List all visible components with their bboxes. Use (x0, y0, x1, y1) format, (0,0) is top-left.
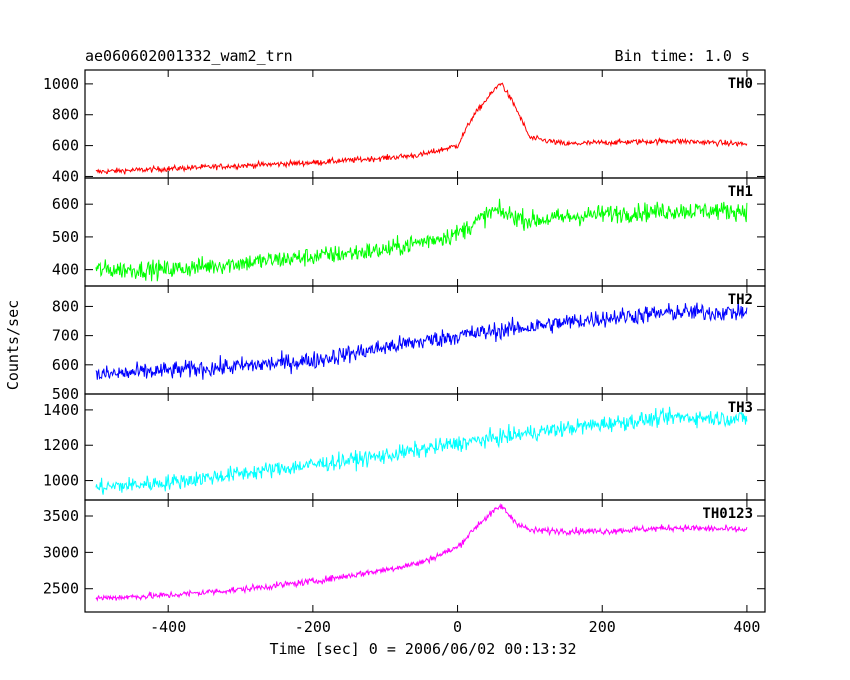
panel-th0: 400 600 800 1000 TH0 (43, 69, 766, 185)
series-line-th0123 (95, 503, 748, 602)
x-axis-label: Time [sec] 0 = 2006/06/02 00:13:32 (269, 640, 576, 658)
panel-label: TH0123 (702, 506, 753, 522)
x-tick-label: 0 (453, 618, 462, 636)
panel-frame (84, 285, 766, 395)
panel-frame (84, 499, 766, 613)
panel-label: TH0 (728, 76, 753, 92)
x-tick-label: -400 (150, 618, 186, 636)
y-tick-label: 700 (52, 327, 79, 345)
panel-th1: 400 500 600 TH1 (52, 177, 766, 287)
panel-label: TH2 (728, 292, 753, 308)
panel-label: TH3 (728, 400, 753, 416)
series-line-th3 (95, 406, 748, 495)
bin-time-label: Bin time: 1.0 s (615, 47, 750, 65)
x-tick-label: 400 (733, 618, 760, 636)
panel-frame (84, 69, 766, 179)
panel-label: TH1 (728, 184, 753, 200)
y-tick-label: 600 (52, 137, 79, 155)
y-tick-label: 600 (52, 195, 79, 213)
panel-th0123: 2500 3000 3500 TH0123 (43, 499, 766, 613)
series-line-th1 (95, 198, 748, 282)
y-tick-label: 3000 (43, 543, 79, 561)
series-line-th2 (95, 300, 748, 380)
y-tick-label: 3500 (43, 507, 79, 525)
x-tick-label: -200 (295, 618, 331, 636)
y-tick-label: 1000 (43, 472, 79, 490)
y-tick-label: 1000 (43, 75, 79, 93)
x-tick-label: 200 (589, 618, 616, 636)
y-tick-label: 2500 (43, 580, 79, 598)
y-tick-label: 600 (52, 356, 79, 374)
series-line-th0 (95, 82, 748, 175)
panels: 400 600 800 1000 TH0 400 500 600 TH1 500 600 700 800… (43, 69, 766, 636)
y-tick-label: 1400 (43, 401, 79, 419)
y-tick-label: 800 (52, 297, 79, 315)
y-tick-label: 500 (52, 385, 79, 403)
chart-title: ae060602001332_wam2_trn (85, 47, 293, 65)
y-tick-label: 800 (52, 106, 79, 124)
y-axis-label: Counts/sec (4, 300, 22, 390)
panel-th2: 500 600 700 800 TH2 (52, 285, 766, 403)
y-tick-label: 500 (52, 228, 79, 246)
y-tick-label: 400 (52, 167, 79, 185)
y-tick-label: 1200 (43, 436, 79, 454)
y-tick-label: 400 (52, 261, 79, 279)
panel-th3: 1000 1200 1400 TH3 (43, 393, 766, 501)
